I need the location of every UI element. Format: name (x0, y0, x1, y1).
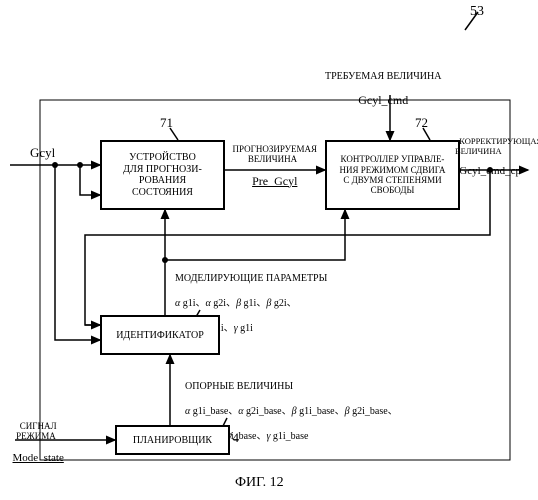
rv-e2: g1i_base (270, 431, 308, 442)
demand-label: ТРЕБУЕМАЯ ВЕЛИЧИНА Gcyl_cmd (320, 60, 441, 108)
mp-b1: g1i、 (180, 298, 205, 309)
rv-b1: g1i_base、 (190, 406, 238, 417)
controller-text: КОНТРОЛЛЕР УПРАВЛЕ-НИЯ РЕЖИМОМ СДВИГАС Д… (340, 154, 446, 195)
mp-f1: g1i、 (241, 298, 266, 309)
predicted-var: Pre_Gcyl (252, 174, 297, 188)
figure-ref: 53 (470, 4, 484, 20)
mp-d1: g2i、 (211, 298, 236, 309)
output-label: КОРРЕКТИРУЮЩАЯВЕЛИЧИНА Gcyl_cmd_cp (455, 128, 538, 177)
scheduler-box: ПЛАНИРОВЩИК (115, 425, 230, 455)
scheduler-text: ПЛАНИРОВЩИК (133, 435, 212, 446)
rv-f1: g1i_base、 (297, 406, 345, 417)
output-label-text: КОРРЕКТИРУЮЩАЯВЕЛИЧИНА (455, 136, 538, 155)
mode-signal: СИГНАЛРЕЖИМА Mode_state (8, 412, 64, 464)
model-params-label: МОДЕЛИРУЮЩИЕ ПАРАМЕТРЫ (175, 273, 327, 284)
predictor-box: УСТРОЙСТВОДЛЯ ПРОГНОЗИ-РОВАНИЯСОСТОЯНИЯ (100, 140, 225, 210)
output-var: Gcyl_cmd_cp (459, 165, 521, 177)
identifier-text: ИДЕНТИФИКАТОР (116, 330, 204, 341)
ref-values-label: ОПОРНЫЕ ВЕЛИЧИНЫ (185, 381, 293, 392)
predicted-label: ПРОГНОЗИРУЕМАЯВЕЛИЧИНА Pre_Gcyl (228, 135, 317, 188)
identifier-box: ИДЕНТИФИКАТОР (100, 315, 220, 355)
demand-label-text: ТРЕБУЕМАЯ ВЕЛИЧИНА (325, 71, 441, 82)
mode-signal-var: Mode_state (13, 452, 64, 464)
predicted-label-text: ПРОГНОЗИРУЕМАЯВЕЛИЧИНА (233, 144, 317, 164)
mp-e2: g1i (238, 323, 253, 334)
demand-var: Gcyl_cmd (358, 93, 408, 107)
mp-h1: g2i、 (271, 298, 296, 309)
predictor-text: УСТРОЙСТВОДЛЯ ПРОГНОЗИ-РОВАНИЯСОСТОЯНИЯ (123, 152, 202, 198)
predictor-num: 71 (160, 115, 173, 131)
rv-d1: g2i_base、 (244, 406, 292, 417)
controller-num: 72 (415, 115, 428, 131)
mode-signal-label: СИГНАЛРЕЖИМА (16, 421, 56, 441)
controller-box: КОНТРОЛЛЕР УПРАВЛЕ-НИЯ РЕЖИМОМ СДВИГАС Д… (325, 140, 460, 210)
figure-caption: ФИГ. 12 (235, 475, 284, 491)
rv-h1: g2i_base、 (350, 406, 398, 417)
gcyl-input-label: Gcyl (30, 145, 55, 161)
